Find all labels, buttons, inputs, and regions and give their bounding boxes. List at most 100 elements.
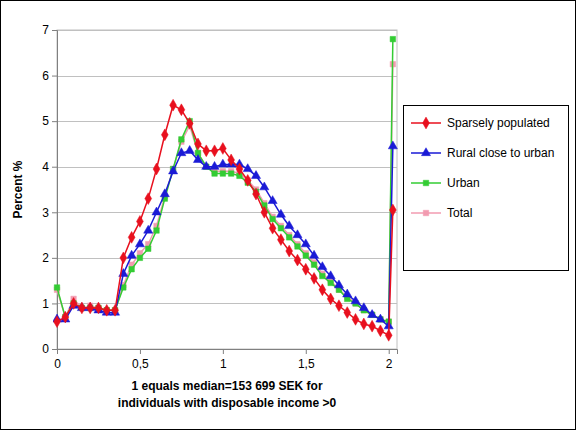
series-marker <box>326 271 335 279</box>
y-tick-mark <box>52 121 57 122</box>
series-marker <box>388 141 397 149</box>
series-marker <box>144 225 153 233</box>
grid-line <box>57 212 397 213</box>
legend-marker <box>421 148 430 156</box>
x-tick-mark <box>389 349 390 354</box>
series-marker <box>78 302 85 314</box>
x-tick-label: 2 <box>386 357 393 371</box>
series-marker <box>152 207 161 215</box>
legend-label: Sparsely populated <box>447 116 550 130</box>
series-marker <box>154 228 159 233</box>
x-tick: 0,5 <box>132 349 149 371</box>
series-marker <box>318 262 327 270</box>
series-marker <box>228 171 233 176</box>
series-marker <box>112 304 119 316</box>
x-axis-title: 1 equals median=153 699 SEK for <box>131 379 322 393</box>
series-marker <box>368 310 377 318</box>
series-marker <box>220 171 225 176</box>
series-marker <box>95 302 102 314</box>
series-marker <box>244 174 251 186</box>
series-marker <box>169 166 178 174</box>
series-marker <box>185 146 194 154</box>
chart: 00,511,52012345671 equals median=153 699… <box>0 0 576 430</box>
series-marker <box>352 313 359 325</box>
x-tick-mark <box>140 349 141 354</box>
series-marker <box>278 234 285 246</box>
legend-marker <box>423 210 428 215</box>
series-marker <box>186 118 193 130</box>
series-marker <box>311 272 318 284</box>
series-line <box>57 39 393 322</box>
y-tick-label: 7 <box>42 23 49 37</box>
series-marker <box>103 304 110 316</box>
series-marker <box>385 329 392 341</box>
series-marker <box>286 245 293 257</box>
series-marker <box>344 307 351 319</box>
series-marker <box>369 320 376 332</box>
series-marker <box>294 254 301 266</box>
series-marker <box>260 182 269 190</box>
series-marker <box>219 143 226 155</box>
grid-line <box>57 76 397 77</box>
y-tick: 6 <box>42 69 57 83</box>
x-tick: 1 <box>220 349 227 371</box>
series-marker <box>327 293 334 305</box>
series-marker <box>161 129 168 141</box>
y-tick-mark <box>52 30 57 31</box>
legend-label: Total <box>447 206 472 220</box>
y-tick: 2 <box>42 251 57 265</box>
series-line <box>57 64 393 321</box>
y-tick: 1 <box>42 297 57 311</box>
x-tick-label: 1,5 <box>298 357 315 371</box>
series-marker <box>359 303 368 311</box>
series-marker <box>137 216 144 228</box>
series-marker <box>129 267 134 272</box>
plot-frame <box>57 30 397 349</box>
series-marker <box>243 164 252 172</box>
legend-marker <box>423 117 430 129</box>
legend-marker <box>423 180 428 185</box>
series-marker <box>203 145 210 157</box>
series-marker <box>210 161 219 169</box>
series-marker <box>54 285 59 290</box>
series-marker <box>261 206 268 218</box>
series-marker <box>270 216 275 221</box>
series-marker <box>62 311 69 323</box>
series-group <box>53 36 397 341</box>
series-marker <box>160 189 169 197</box>
grid <box>57 31 397 350</box>
series-marker <box>389 204 396 216</box>
x-tick-mark <box>223 349 224 354</box>
series-marker <box>193 155 202 163</box>
y-axis-line <box>52 31 58 350</box>
series-marker <box>286 235 291 240</box>
chart-border <box>1 1 576 430</box>
series-marker <box>145 246 150 251</box>
y-tick: 7 <box>42 23 57 37</box>
y-axis: 01234567 <box>42 23 57 356</box>
y-tick-label: 1 <box>42 297 49 311</box>
series-marker <box>268 196 277 204</box>
x-tick: 0 <box>54 349 61 371</box>
series-marker <box>135 239 144 247</box>
series-marker <box>377 325 384 337</box>
series-marker <box>228 154 235 166</box>
x-axis: 0 0,5 1 1,5 2 <box>54 349 397 371</box>
y-tick: 0 <box>42 342 57 356</box>
series-marker <box>360 318 367 330</box>
series-marker <box>211 145 218 157</box>
series-marker <box>328 280 333 285</box>
series-marker <box>343 289 352 297</box>
series-marker <box>128 231 135 243</box>
series-marker <box>177 148 186 156</box>
y-tick-label: 4 <box>42 160 49 174</box>
y-tick-mark <box>52 167 57 168</box>
series-marker <box>179 137 184 142</box>
legend-label: Urban <box>447 176 480 190</box>
series-marker <box>145 193 152 205</box>
y-tick-mark <box>52 76 57 77</box>
legend-label: Rural close to urban <box>447 146 554 160</box>
series-marker <box>293 230 302 238</box>
series-marker <box>202 161 211 169</box>
y-tick-label: 0 <box>42 342 49 356</box>
